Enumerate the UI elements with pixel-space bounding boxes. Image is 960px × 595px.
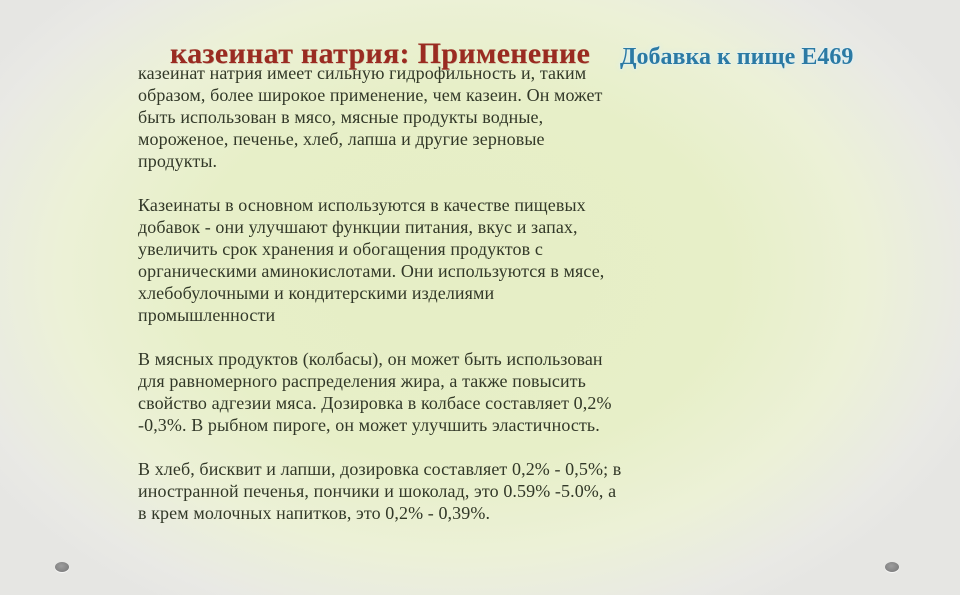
food-additive-label: Добавка к пище Е469 bbox=[620, 44, 854, 70]
decorative-dot-left bbox=[55, 562, 69, 572]
body-paragraph: казеинат натрия имеет сильную гидрофильн… bbox=[138, 63, 603, 171]
decorative-dot-right bbox=[885, 562, 899, 572]
slide-body: казеинат натрия имеет сильную гидрофильн… bbox=[138, 62, 622, 546]
body-paragraph: В мясных продуктов (колбасы), он может б… bbox=[138, 349, 612, 435]
slide-title: казеинат натрия: Применение bbox=[170, 37, 591, 71]
body-paragraph: В хлеб, бисквит и лапши, дозировка соста… bbox=[138, 459, 622, 523]
body-paragraph: Казеинаты в основном используются в каче… bbox=[138, 195, 605, 325]
